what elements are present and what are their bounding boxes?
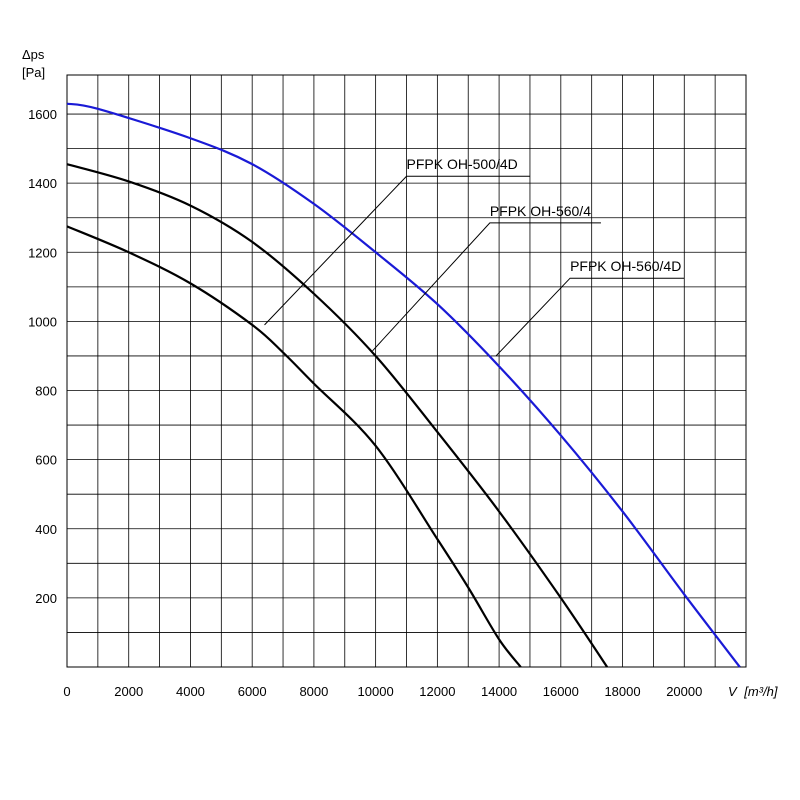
- y-tick-label: 1400: [28, 176, 57, 191]
- series-lines: [66, 102, 741, 668]
- callout-leader-line: [264, 175, 530, 326]
- x-tick-label: 0: [63, 684, 70, 699]
- x-tick-label: 18000: [604, 684, 640, 699]
- y-tick-label: 400: [35, 522, 57, 537]
- tick-labels: 0 2000 4000 6000 8000 10000 12000 14000 16000 180…: [28, 107, 702, 699]
- x-tick-label: 10000: [358, 684, 394, 699]
- series-label-pfpk-oh-500-4d: PFPK OH-500/4D: [407, 156, 518, 172]
- y-tick-label: 1600: [28, 107, 57, 122]
- callout-leader-line: [372, 222, 601, 352]
- y-axis-symbol: Δps: [22, 47, 45, 62]
- y-tick-label: 1000: [28, 314, 57, 329]
- series-line-pfpk-oh-500-4d: [66, 225, 522, 668]
- x-tick-label: 6000: [238, 684, 267, 699]
- series-label-pfpk-oh-560-4d: PFPK OH-560/4D: [570, 258, 681, 274]
- x-tick-label: 4000: [176, 684, 205, 699]
- series-line-pfpk-oh-560-4: [66, 163, 609, 668]
- series-callouts: PFPK OH-500/4D PFPK OH-560/4 PFPK OH-560/4…: [264, 156, 685, 357]
- callout-leader-line: [495, 277, 685, 357]
- x-axis-title: V [m³/h]: [728, 684, 778, 699]
- y-tick-label: 600: [35, 453, 57, 468]
- y-tick-label: 800: [35, 384, 57, 399]
- y-axis-unit: [Pa]: [22, 65, 45, 80]
- series-label-pfpk-oh-560-4: PFPK OH-560/4: [490, 203, 591, 219]
- x-tick-label: 14000: [481, 684, 517, 699]
- grid: [66, 74, 747, 668]
- x-axis-symbol: V: [728, 684, 738, 699]
- x-tick-label: 16000: [543, 684, 579, 699]
- y-tick-label: 1200: [28, 245, 57, 260]
- x-tick-label: 20000: [666, 684, 702, 699]
- series-line-pfpk-oh-560-4d: [66, 102, 741, 668]
- plot-frame: [66, 74, 747, 668]
- x-tick-label: 12000: [419, 684, 455, 699]
- y-tick-label: 200: [35, 591, 57, 606]
- x-tick-label: 8000: [299, 684, 328, 699]
- x-tick-label: 2000: [114, 684, 143, 699]
- x-axis-unit: [m³/h]: [743, 684, 778, 699]
